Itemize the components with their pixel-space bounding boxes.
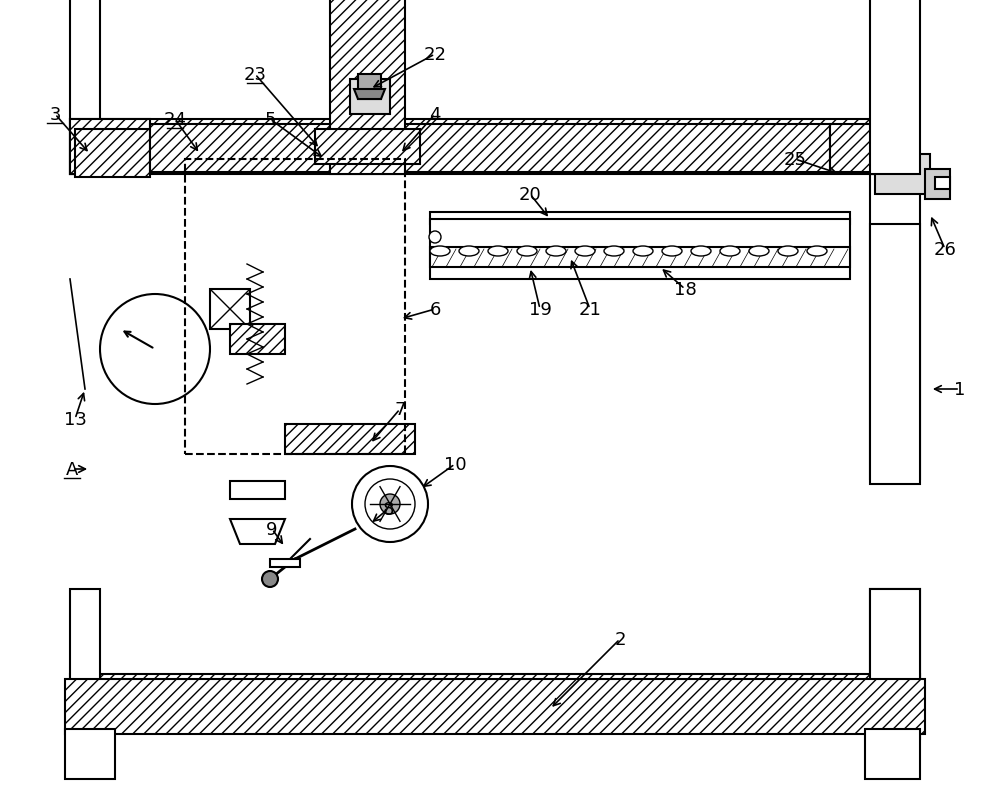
Ellipse shape: [662, 247, 682, 257]
Bar: [75, 130, 150, 177]
Circle shape: [100, 295, 210, 405]
Ellipse shape: [459, 247, 479, 257]
Text: 8: 8: [382, 500, 394, 519]
Ellipse shape: [633, 247, 653, 257]
Text: 24: 24: [164, 111, 187, 128]
Bar: [875, 155, 930, 195]
Bar: [925, 169, 950, 200]
Bar: [358, 75, 381, 100]
Bar: [330, 0, 405, 175]
Bar: [185, 160, 405, 454]
Bar: [430, 220, 850, 279]
Bar: [70, 120, 880, 175]
Text: 13: 13: [64, 410, 86, 429]
Text: 3: 3: [49, 106, 61, 124]
Bar: [270, 560, 300, 567]
Circle shape: [365, 479, 415, 529]
Bar: [935, 177, 950, 190]
Text: 2: 2: [614, 630, 626, 648]
Text: 18: 18: [674, 281, 696, 299]
Text: 1: 1: [954, 381, 966, 398]
Text: 20: 20: [519, 185, 541, 204]
Bar: [230, 482, 285, 499]
Bar: [430, 213, 850, 225]
Polygon shape: [354, 90, 385, 100]
Bar: [870, 589, 920, 739]
Bar: [70, 0, 100, 175]
Bar: [70, 675, 920, 729]
Bar: [285, 425, 415, 454]
Bar: [150, 124, 830, 173]
Ellipse shape: [807, 247, 827, 257]
Text: 19: 19: [529, 300, 551, 319]
Bar: [65, 729, 115, 779]
Text: 9: 9: [266, 520, 278, 538]
Ellipse shape: [575, 247, 595, 257]
Text: 25: 25: [784, 151, 806, 169]
Bar: [870, 175, 920, 479]
Ellipse shape: [546, 247, 566, 257]
Ellipse shape: [749, 247, 769, 257]
Ellipse shape: [517, 247, 537, 257]
Circle shape: [429, 232, 441, 243]
Bar: [870, 225, 920, 484]
Text: 22: 22: [424, 46, 447, 64]
Polygon shape: [230, 520, 285, 544]
Bar: [70, 120, 150, 175]
Ellipse shape: [604, 247, 624, 257]
Text: 5: 5: [264, 111, 276, 128]
Ellipse shape: [430, 247, 450, 257]
Text: 7: 7: [394, 401, 406, 418]
Bar: [70, 589, 100, 729]
Bar: [870, 589, 920, 729]
Text: 21: 21: [579, 300, 601, 319]
Text: 10: 10: [444, 455, 466, 474]
Bar: [430, 247, 850, 267]
Bar: [230, 324, 285, 355]
Circle shape: [352, 467, 428, 542]
Bar: [830, 124, 905, 173]
Ellipse shape: [778, 247, 798, 257]
Circle shape: [380, 495, 400, 515]
Text: 23: 23: [244, 66, 267, 84]
Bar: [210, 290, 250, 329]
Circle shape: [262, 571, 278, 587]
Bar: [870, 0, 920, 175]
Bar: [65, 679, 925, 734]
Bar: [865, 729, 920, 779]
Text: 4: 4: [429, 106, 441, 124]
Text: 6: 6: [429, 300, 441, 319]
Bar: [315, 130, 420, 165]
Ellipse shape: [488, 247, 508, 257]
Text: 26: 26: [934, 241, 956, 259]
Bar: [350, 80, 390, 115]
Ellipse shape: [720, 247, 740, 257]
Ellipse shape: [691, 247, 711, 257]
Text: A: A: [66, 460, 78, 479]
